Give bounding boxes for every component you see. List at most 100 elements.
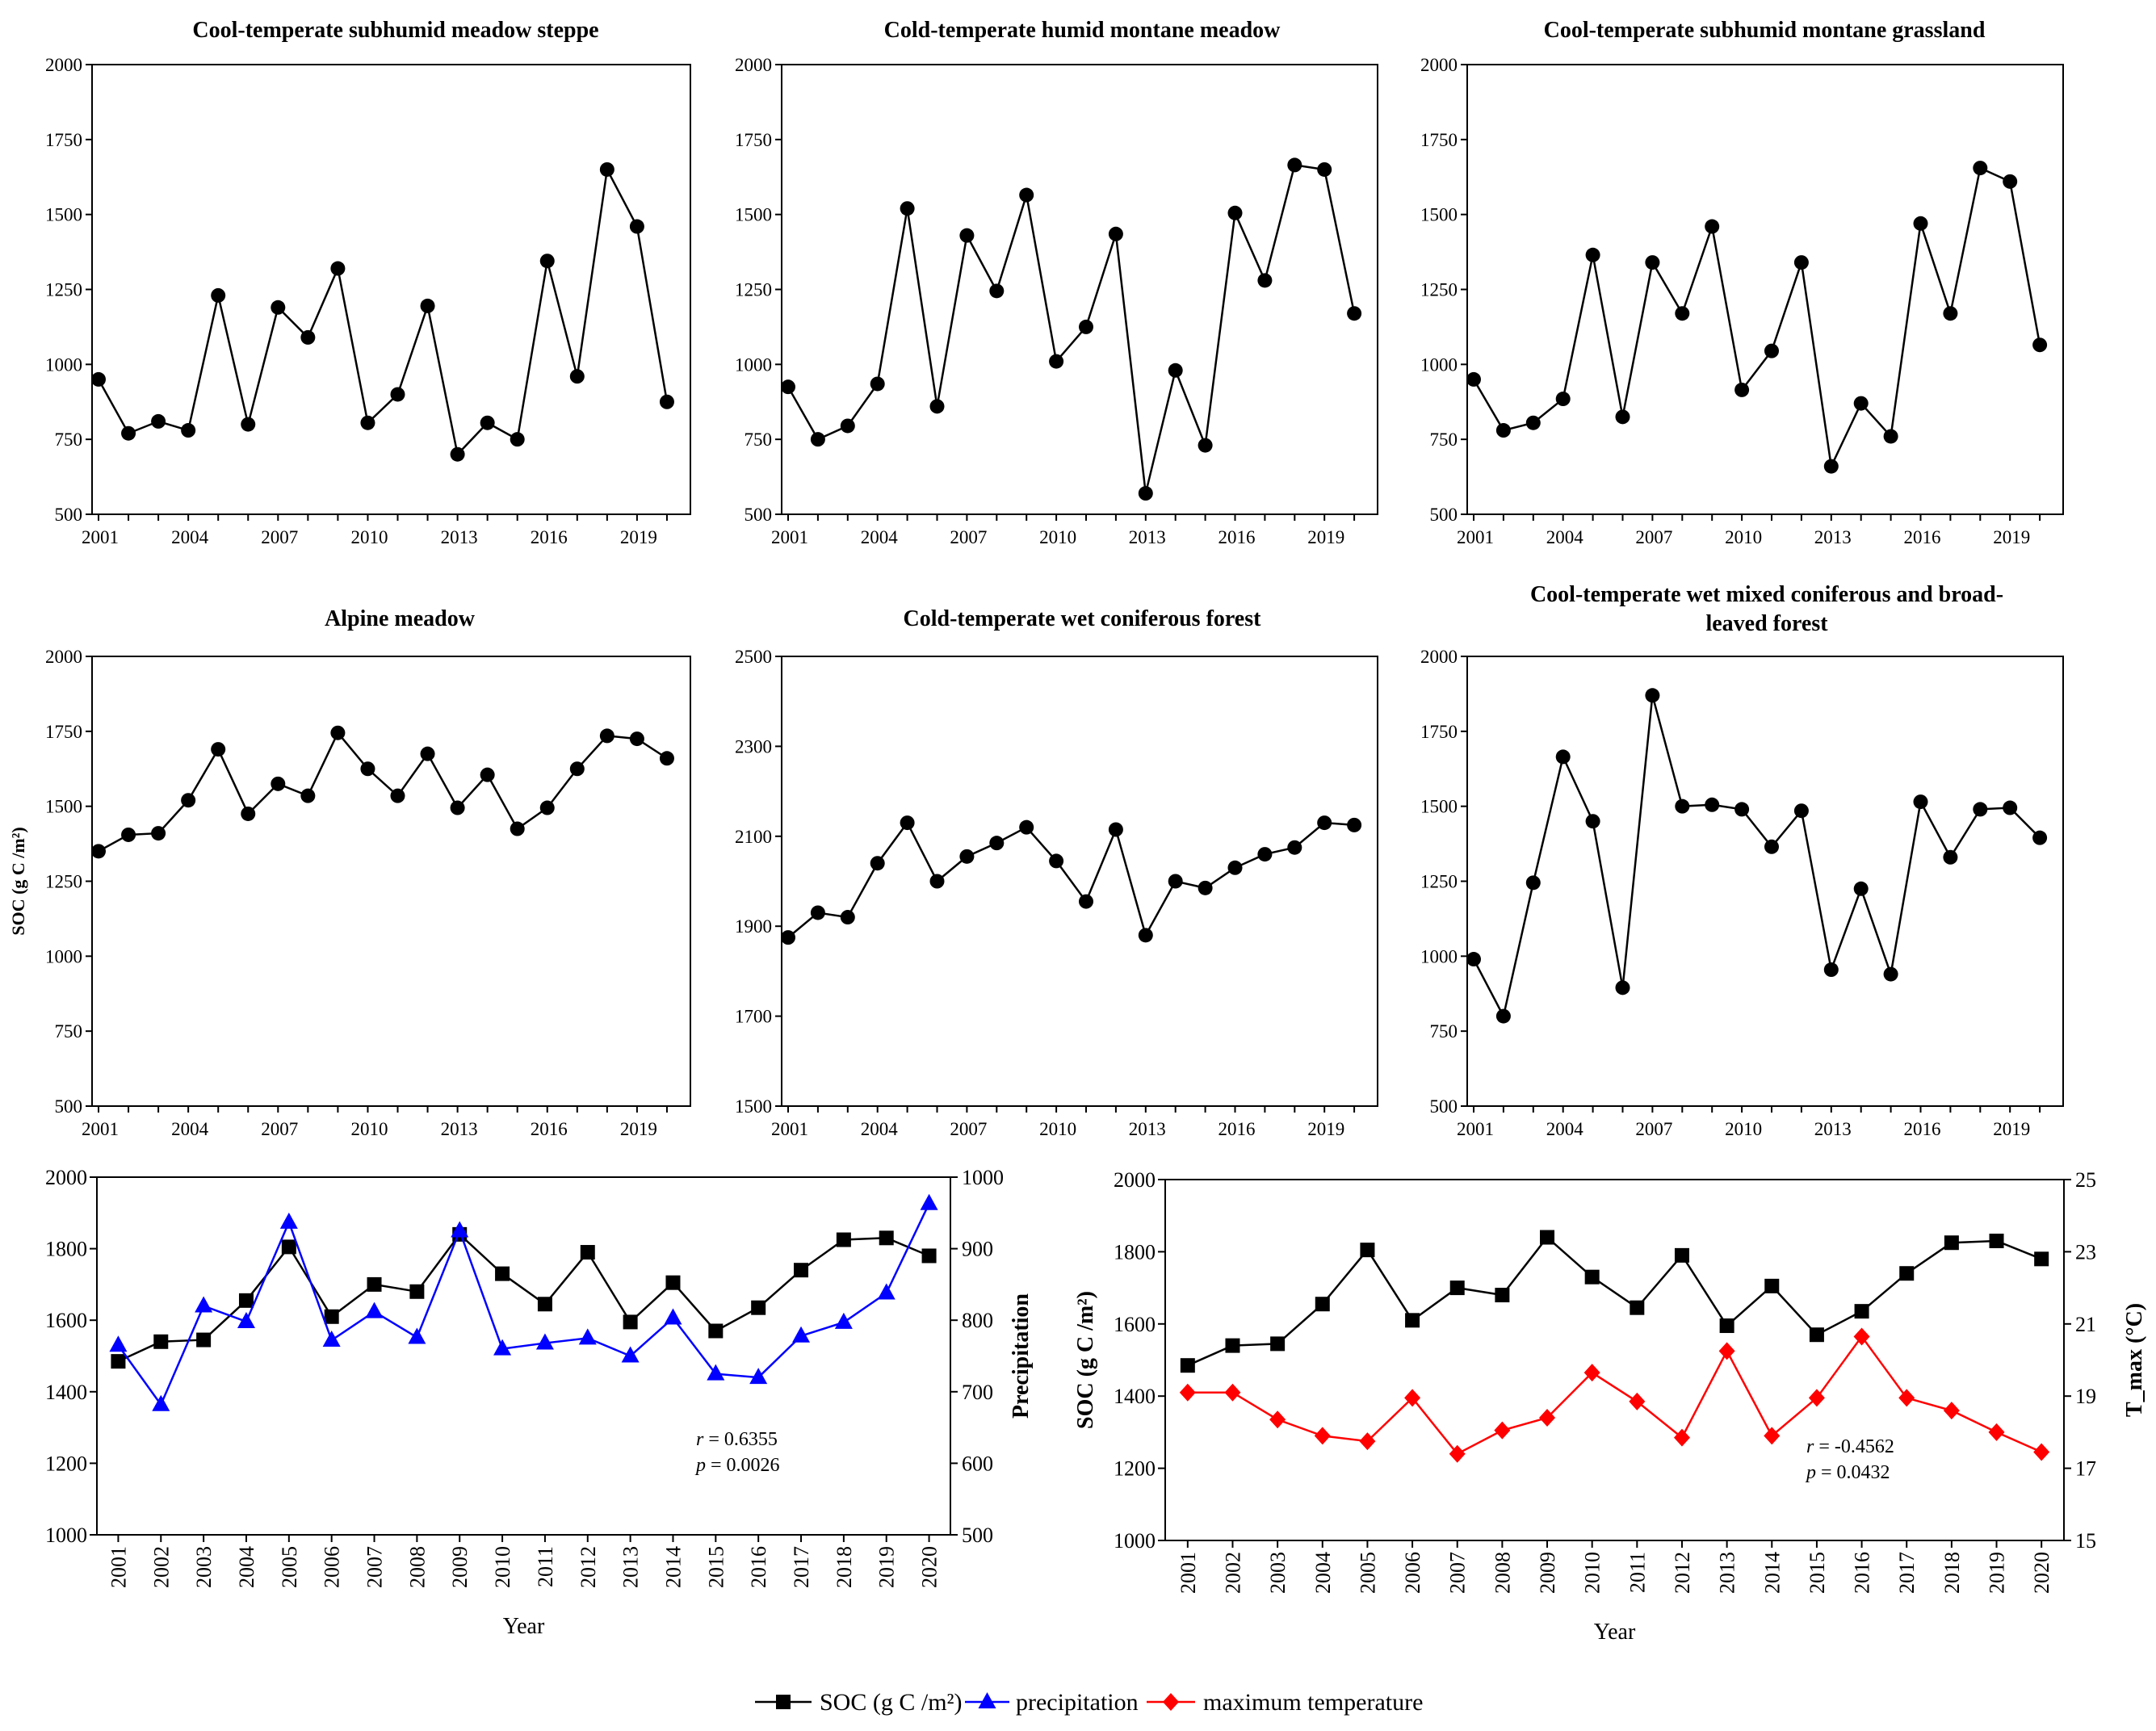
data-point bbox=[91, 844, 106, 859]
x-tick-label: 2001 bbox=[771, 527, 808, 547]
data-point bbox=[749, 1368, 768, 1385]
y-tick-label: 2500 bbox=[735, 647, 772, 667]
y-tick-label: 1500 bbox=[45, 205, 82, 225]
data-point bbox=[776, 1695, 791, 1709]
chart-panel-2: Cold-temperate humid montane meadow 500 75… bbox=[735, 18, 1378, 547]
data-point bbox=[510, 821, 525, 836]
x-tick-label: 2004 bbox=[861, 527, 899, 547]
y-tick-label: 2000 bbox=[1420, 647, 1458, 667]
x-tick-label: 2015 bbox=[1806, 1552, 1829, 1594]
data-point bbox=[450, 800, 465, 815]
y-right-tick-label: 25 bbox=[2075, 1168, 2096, 1192]
x-tick-label: 2004 bbox=[1546, 1119, 1584, 1139]
chart-panel-4: Alpine meadow 500 750 1000 1250 1500 1750 2000 2… bbox=[8, 606, 691, 1139]
x-tick-label: 2007 bbox=[1446, 1552, 1470, 1594]
chart-title: Cool-temperate subhumid montane grasslan… bbox=[1544, 18, 1986, 43]
data-point bbox=[1257, 273, 1273, 288]
plot-frame bbox=[91, 64, 691, 515]
series-line-precipitation bbox=[117, 1203, 930, 1407]
data-point bbox=[211, 742, 226, 757]
series-line-soc bbox=[1187, 1235, 2042, 1367]
data-point bbox=[794, 1263, 809, 1278]
data-point bbox=[1168, 363, 1183, 378]
y-tick-label: 1750 bbox=[1420, 130, 1458, 150]
legend-item-precipitation: precipitation bbox=[965, 1689, 1139, 1716]
plot-frame bbox=[781, 656, 1378, 1107]
data-point bbox=[1138, 928, 1153, 943]
y-tick-label: 750 bbox=[745, 430, 773, 450]
data-point bbox=[1645, 688, 1660, 703]
x-tick-label: 2016 bbox=[1219, 1119, 1256, 1139]
data-point bbox=[840, 418, 855, 434]
data-point bbox=[271, 300, 286, 315]
data-point bbox=[1675, 798, 1690, 814]
data-point bbox=[1359, 1432, 1376, 1451]
y-tick-label: 2000 bbox=[45, 55, 82, 75]
data-point bbox=[420, 746, 435, 761]
x-tick-label: 2004 bbox=[235, 1546, 258, 1588]
legend-item-max-temperature: maximum temperature bbox=[1147, 1689, 1423, 1716]
data-point bbox=[1793, 803, 1809, 819]
y-tick-label: 1000 bbox=[45, 354, 82, 375]
x-tick-label: 2019 bbox=[620, 527, 657, 547]
y-tick-label: 1500 bbox=[735, 205, 772, 225]
data-point bbox=[1793, 255, 1809, 270]
y-tick-label: 1200 bbox=[45, 1452, 87, 1475]
data-point bbox=[1883, 966, 1898, 982]
data-point bbox=[1525, 415, 1541, 430]
x-tick-label: 2016 bbox=[1904, 1119, 1941, 1139]
x-axis-label: Year bbox=[1594, 1620, 1636, 1645]
chart-title: Cold-temperate wet coniferous forest bbox=[904, 606, 1262, 631]
y-tick-label: 2000 bbox=[1420, 55, 1458, 75]
x-tick-label: 2007 bbox=[950, 1119, 987, 1139]
data-point bbox=[1764, 343, 1779, 358]
data-point bbox=[1898, 1389, 1915, 1407]
data-point bbox=[152, 1394, 170, 1411]
x-tick-label: 2020 bbox=[918, 1546, 942, 1588]
data-point bbox=[1138, 486, 1153, 501]
chart-panel-3: Cool-temperate subhumid montane grasslan… bbox=[1420, 18, 2064, 547]
data-point bbox=[1913, 216, 1928, 231]
series-line-soc bbox=[787, 820, 1355, 939]
x-tick-label: 2001 bbox=[771, 1119, 808, 1139]
chart-panel-1: Cool-temperate subhumid meadow steppe 500… bbox=[45, 18, 691, 547]
y-tick-label: 1750 bbox=[1420, 722, 1458, 742]
x-tick-label: 2016 bbox=[1219, 527, 1256, 547]
x-tick-label: 2007 bbox=[1635, 1119, 1672, 1139]
data-point bbox=[1989, 1233, 2004, 1248]
data-point bbox=[1198, 880, 1213, 895]
x-tick-label: 2019 bbox=[620, 1119, 657, 1139]
data-point bbox=[1645, 255, 1660, 270]
p-symbol: p bbox=[694, 1455, 706, 1476]
data-point bbox=[2033, 1443, 2050, 1461]
y-tick-label: 1700 bbox=[735, 1007, 772, 1027]
y-tick-label: 750 bbox=[1430, 430, 1458, 450]
data-point bbox=[792, 1326, 811, 1343]
data-point bbox=[1270, 1336, 1286, 1352]
data-point bbox=[1913, 794, 1928, 810]
data-point bbox=[599, 728, 615, 744]
data-point bbox=[1675, 306, 1690, 321]
x-tick-label: 2020 bbox=[2030, 1552, 2053, 1594]
y-tick-label: 1750 bbox=[735, 130, 772, 150]
legend-item-soc: SOC (g C /m²) bbox=[755, 1689, 963, 1716]
data-point bbox=[1049, 853, 1064, 869]
data-point bbox=[495, 1266, 510, 1281]
y-tick-label: 1000 bbox=[45, 946, 82, 966]
data-point bbox=[1629, 1392, 1646, 1410]
x-tick-label: 2001 bbox=[1177, 1552, 1200, 1594]
data-point bbox=[322, 1331, 341, 1347]
y-right-tick-label: 1000 bbox=[962, 1166, 1004, 1189]
data-point bbox=[1988, 1423, 2005, 1441]
data-point bbox=[1809, 1327, 1824, 1343]
data-point bbox=[1495, 423, 1511, 438]
data-point bbox=[1227, 205, 1243, 220]
y-tick-label: 2000 bbox=[45, 1166, 87, 1189]
x-tick-label: 2009 bbox=[448, 1546, 472, 1588]
r-symbol: r bbox=[1806, 1436, 1814, 1457]
data-point bbox=[708, 1323, 724, 1339]
y-right-axis-label: T_max (°C) bbox=[2122, 1303, 2147, 1417]
y-right-tick-label: 600 bbox=[962, 1452, 993, 1475]
data-point bbox=[241, 417, 256, 432]
data-point bbox=[834, 1312, 853, 1329]
